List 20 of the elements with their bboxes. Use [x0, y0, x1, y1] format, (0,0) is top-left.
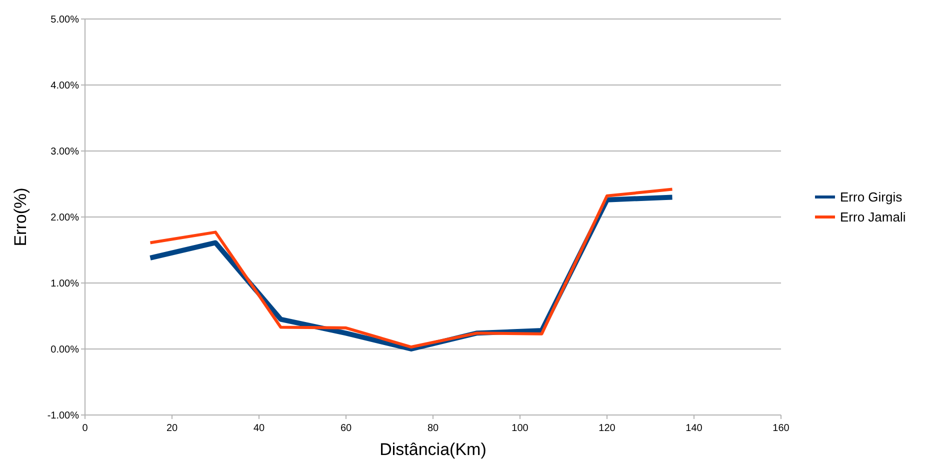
- y-tick-label: 3.00%: [50, 146, 80, 158]
- y-tick-label: 2.00%: [50, 212, 80, 224]
- y-axis-title: Erro(%): [11, 188, 30, 246]
- y-tick-label: 0.00%: [50, 344, 80, 356]
- y-tick-label: 1.00%: [50, 278, 80, 290]
- x-tick-label: 140: [686, 423, 703, 434]
- x-tick-label: 80: [427, 423, 439, 434]
- x-tick-label: 40: [253, 423, 265, 434]
- x-tick-label: 120: [598, 423, 616, 434]
- y-tick-label: 5.00%: [50, 14, 80, 26]
- y-tick-label: 4.00%: [50, 80, 80, 92]
- x-tick-label: 100: [512, 423, 529, 434]
- x-tick-label: 60: [340, 423, 352, 434]
- x-tick-label: 160: [772, 423, 790, 434]
- x-tick-label: 20: [166, 423, 178, 434]
- x-tick-label: 0: [82, 423, 88, 434]
- legend-label: Erro Jamali: [840, 210, 906, 225]
- x-axis-title: Distância(Km): [380, 440, 486, 459]
- y-tick-label: -1.00%: [47, 410, 80, 422]
- legend-label: Erro Girgis: [840, 190, 903, 205]
